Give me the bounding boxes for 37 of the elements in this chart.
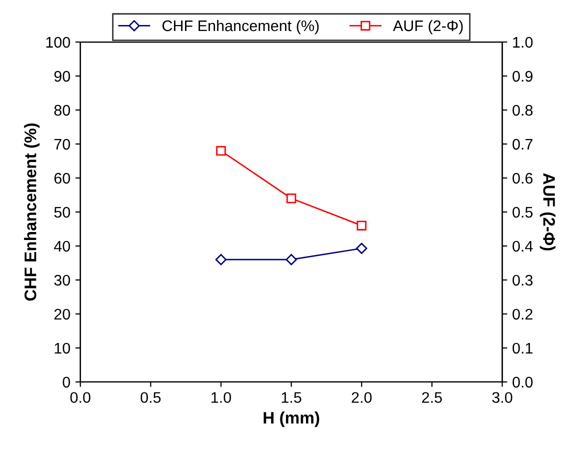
y2-tick-label: 1.0 bbox=[513, 36, 533, 48]
y2-tick-label: 0.1 bbox=[512, 342, 532, 354]
x-tick-label: 0.5 bbox=[140, 392, 161, 403]
point bbox=[356, 220, 366, 230]
point bbox=[286, 194, 296, 204]
y-tick-label: 20 bbox=[54, 308, 70, 320]
x-tick-label: 2.5 bbox=[422, 392, 442, 403]
y2-tick-label: 0.4 bbox=[512, 240, 533, 252]
y-tick-label: 90 bbox=[54, 70, 70, 82]
y2-tick-label: 0.6 bbox=[512, 172, 533, 184]
y-tick-label: 40 bbox=[54, 240, 70, 252]
y2-tick-label: 0.3 bbox=[512, 274, 533, 286]
legend-label: CHF Enhancement (%) bbox=[162, 20, 319, 34]
y-tick-label: 80 bbox=[54, 104, 70, 116]
point bbox=[216, 146, 226, 156]
y-tick-label: 70 bbox=[54, 138, 70, 150]
y2-tick-label: 0.2 bbox=[512, 308, 532, 320]
y-tick-label: 50 bbox=[54, 206, 70, 218]
y-tick-label: 10 bbox=[54, 342, 70, 354]
legend-label: AUF (2-Φ) bbox=[392, 20, 463, 34]
y2-tick-label: 0.8 bbox=[512, 104, 533, 116]
y-tick-label: 30 bbox=[54, 274, 70, 286]
y2-tick-label: 0.7 bbox=[512, 138, 532, 150]
x-tick-label: 1.0 bbox=[212, 392, 232, 403]
y2-tick-label: 0.0 bbox=[512, 376, 533, 388]
y2-tick-label: 0.5 bbox=[512, 206, 533, 218]
x-tick-label: 2.0 bbox=[352, 392, 372, 403]
y-tick-label: 60 bbox=[54, 172, 70, 184]
x-tick-label: 0.0 bbox=[70, 392, 90, 403]
x-tick-label: 3.0 bbox=[492, 392, 512, 403]
y-tick-label: 0 bbox=[62, 376, 70, 388]
x-tick-label: 1.5 bbox=[282, 392, 302, 403]
y2-axis-title: AUF (2-Φ) bbox=[540, 173, 556, 250]
y-tick-label: 100 bbox=[46, 36, 70, 48]
y-axis-title: CHF Enhancement (%) bbox=[24, 123, 40, 301]
y2-tick-label: 0.9 bbox=[512, 70, 532, 82]
x-axis-title: H (mm) bbox=[264, 411, 320, 427]
